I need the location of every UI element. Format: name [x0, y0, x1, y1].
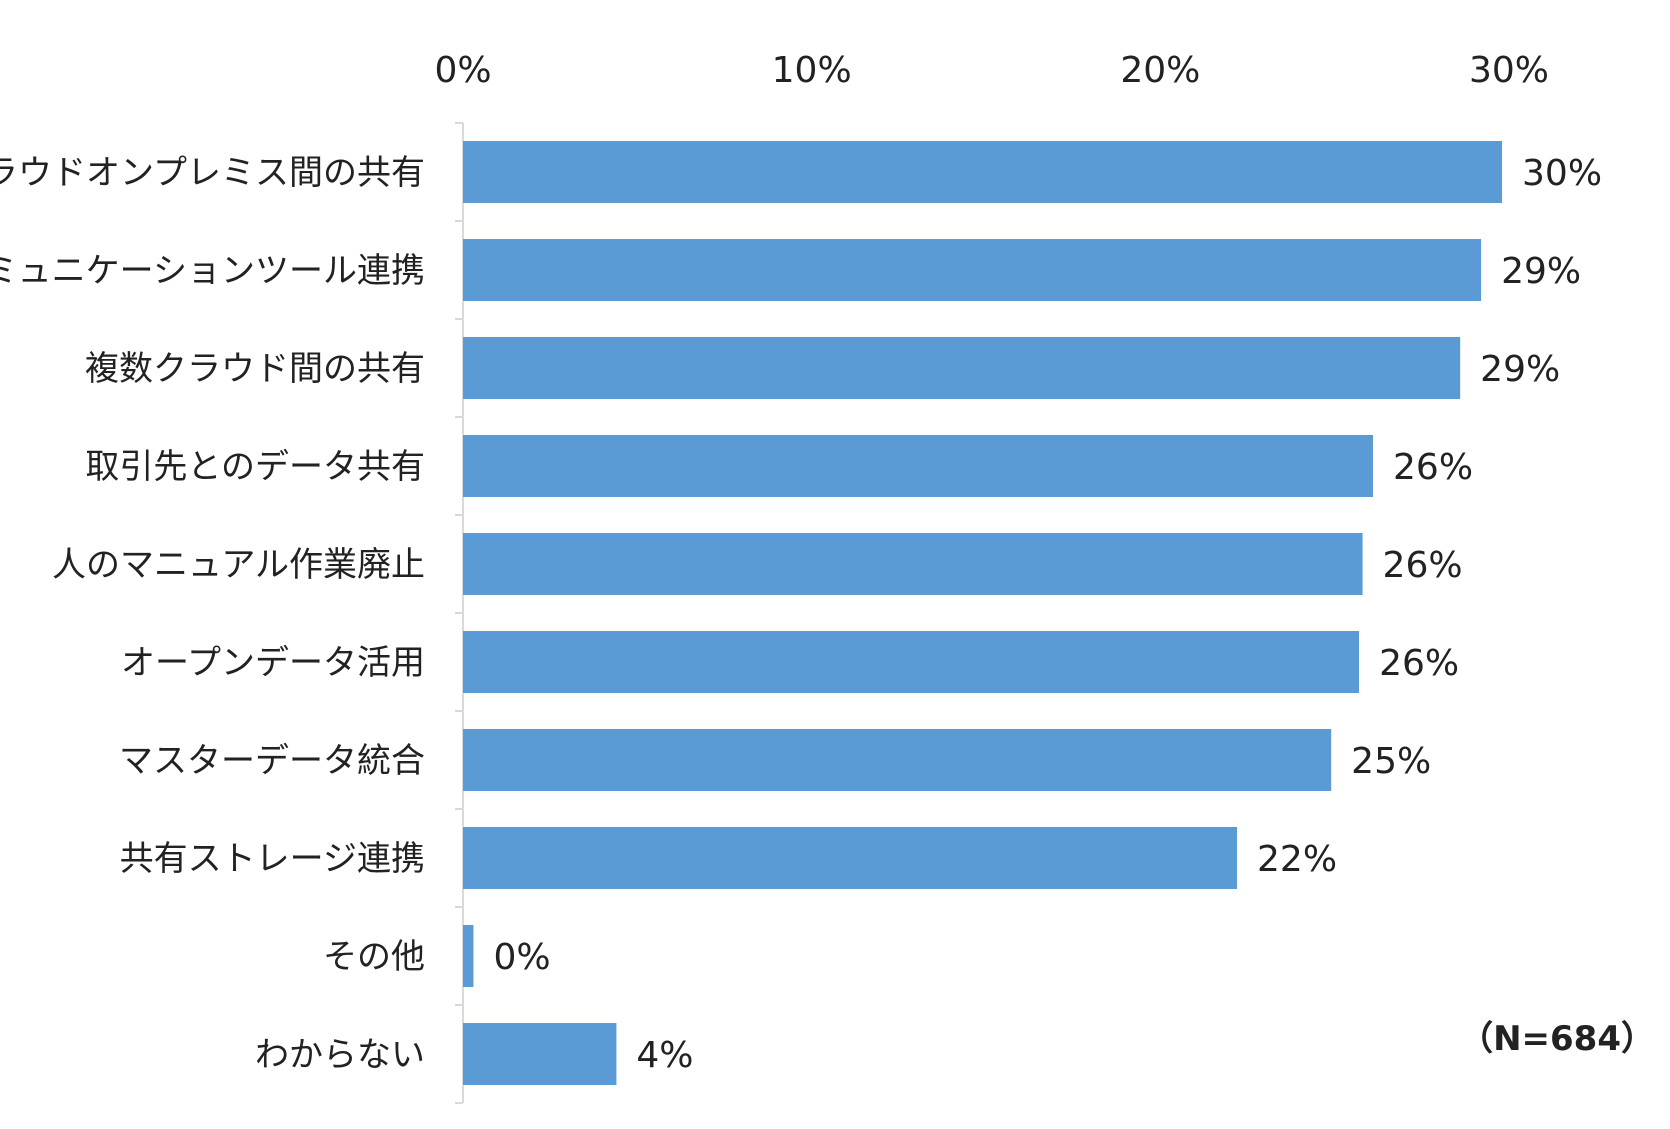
x-tick-label: 20%: [1120, 50, 1200, 91]
bar: [463, 337, 1461, 399]
bar: [463, 925, 474, 987]
category-label: その他: [323, 937, 425, 977]
category-label: わからない: [255, 1035, 425, 1075]
bar: [463, 533, 1363, 595]
y-axis: [455, 122, 464, 1104]
data-label: 26%: [1393, 447, 1473, 488]
data-label: 0%: [493, 937, 550, 978]
data-label: 30%: [1522, 153, 1602, 194]
data-label: 22%: [1257, 839, 1337, 880]
data-label: 26%: [1383, 545, 1463, 586]
category-label: マスターデータ統合: [119, 741, 425, 781]
bars: [463, 141, 1503, 1085]
x-tick-label: 30%: [1469, 50, 1549, 91]
category-labels: クラウドオンプレミス間の共有コミュニケーションツール連携複数クラウド間の共有取引…: [0, 153, 425, 1075]
category-label: 共有ストレージ連携: [120, 839, 425, 879]
bar: [463, 729, 1332, 791]
bar: [463, 631, 1360, 693]
bar: [463, 827, 1238, 889]
data-label: 29%: [1501, 251, 1581, 292]
category-label: 取引先とのデータ共有: [85, 447, 425, 487]
category-label: オープンデータ活用: [121, 643, 425, 683]
x-tick-label: 0%: [434, 50, 491, 91]
category-label: コミュニケーションツール連携: [0, 251, 425, 291]
category-label: 人のマニュアル作業廃止: [52, 545, 425, 585]
bar: [463, 141, 1503, 203]
category-label: 複数クラウド間の共有: [85, 349, 425, 389]
bar: [463, 1023, 617, 1085]
bar: [463, 435, 1374, 497]
category-label: クラウドオンプレミス間の共有: [0, 153, 425, 193]
data-label: 26%: [1379, 643, 1459, 684]
x-axis-ticks: 0% 10% 20% 30%: [434, 50, 1549, 91]
data-label: 4%: [636, 1035, 693, 1076]
data-label: 29%: [1480, 349, 1560, 390]
data-label: 25%: [1351, 741, 1431, 782]
x-tick-label: 10%: [772, 50, 852, 91]
bar: [463, 239, 1482, 301]
data-labels: 30% 29% 29% 26% 26% 26% 25% 22% 0% 4%: [493, 153, 1602, 1076]
sample-size-note: （N=684）: [1459, 1019, 1655, 1059]
